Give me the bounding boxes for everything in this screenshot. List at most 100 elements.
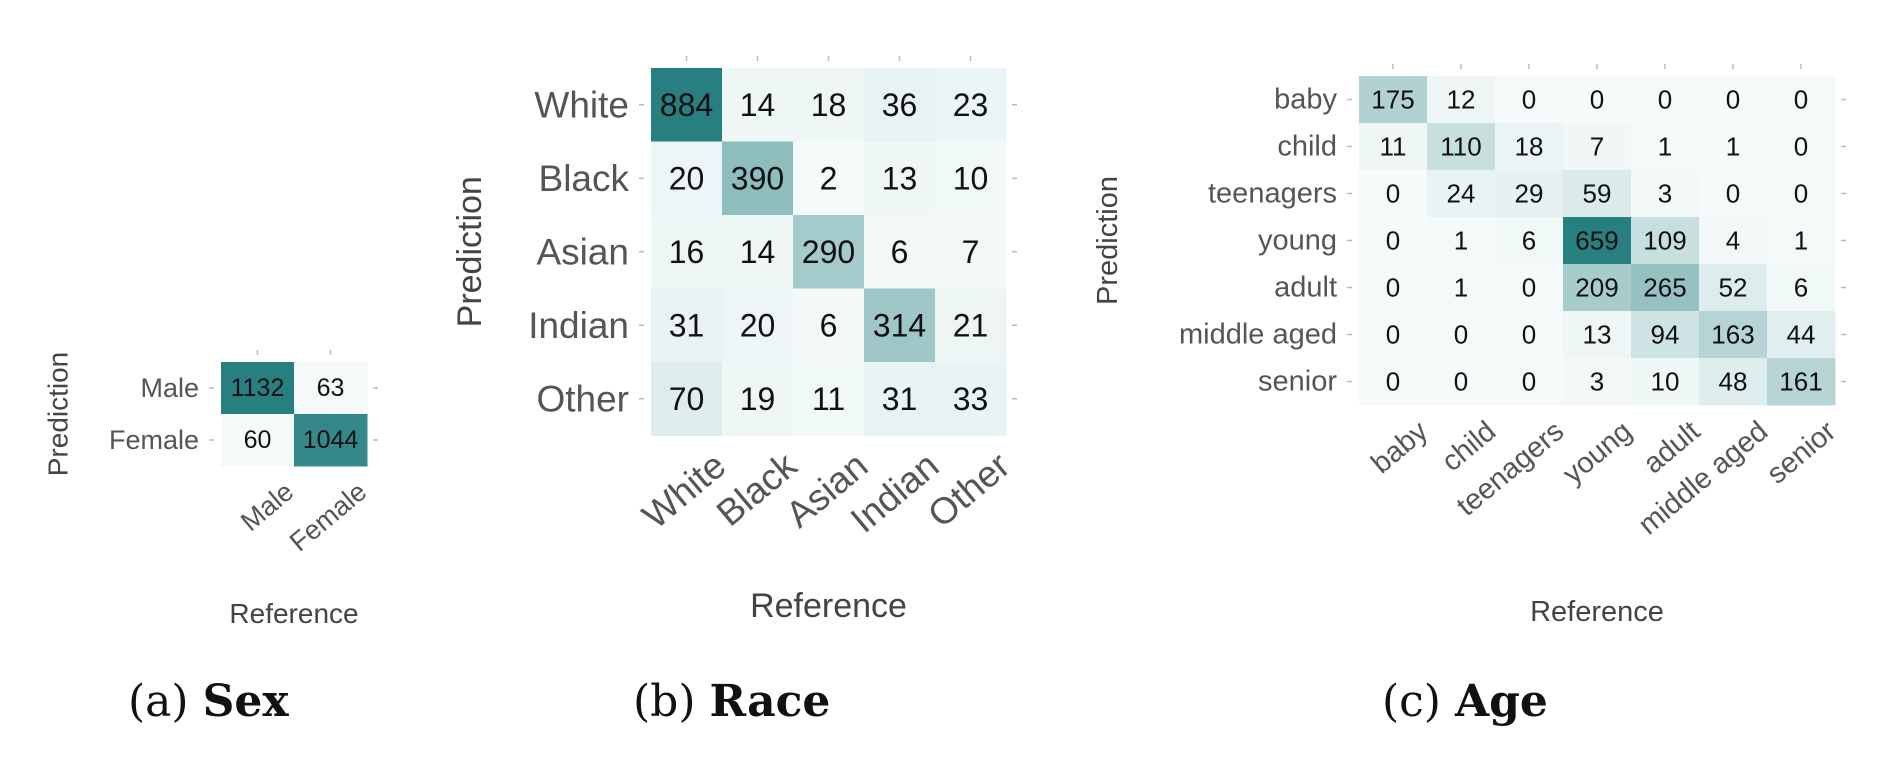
sex-row-label: Female — [109, 425, 199, 455]
race-cell — [722, 141, 794, 216]
race-cell-value: 10 — [953, 160, 989, 196]
age-cell-value: 209 — [1575, 273, 1618, 303]
race-cell — [651, 362, 723, 436]
sex-cell-value: 1132 — [231, 374, 285, 402]
race-cell-value: 7 — [962, 234, 980, 270]
race-cell — [722, 362, 794, 436]
age-cell — [1699, 358, 1768, 406]
age-cell — [1767, 358, 1836, 406]
age-cell — [1359, 217, 1428, 265]
race-cell — [793, 215, 865, 289]
age-col-label: senior — [1761, 415, 1842, 491]
age-cell-value: 0 — [1522, 367, 1536, 397]
age-cell-value: 0 — [1386, 320, 1400, 350]
sex-cell-value: 1044 — [303, 426, 359, 454]
race-cell-value: 20 — [740, 307, 776, 343]
age-cell — [1767, 170, 1836, 218]
race-cell — [793, 141, 865, 216]
age-row-label: baby — [1274, 84, 1337, 116]
age-cell-value: 0 — [1726, 179, 1740, 209]
race-cell — [864, 215, 936, 289]
race-cell-value: 390 — [731, 160, 784, 196]
age-cell-value: 0 — [1522, 85, 1536, 115]
age-cell-value: 4 — [1726, 226, 1740, 256]
age-cell-value: 24 — [1447, 179, 1476, 209]
race-cell — [864, 288, 936, 363]
sex-ylabel: Prediction — [43, 352, 74, 477]
race-cell-value: 31 — [882, 381, 918, 417]
race-cell — [935, 215, 1007, 289]
age-cell — [1427, 264, 1496, 312]
age-cell — [1563, 76, 1632, 124]
sex-cell — [294, 414, 368, 467]
age-row-label: adult — [1274, 272, 1337, 304]
age-cell-value: 10 — [1651, 367, 1680, 397]
race-cell-value: 70 — [669, 381, 705, 417]
race-cell-value: 33 — [953, 381, 989, 417]
caption-race-letter: (b) — [633, 676, 696, 727]
race-cell — [864, 362, 936, 436]
race-cell — [864, 141, 936, 216]
age-cell — [1427, 123, 1496, 171]
age-cell-value: 0 — [1794, 85, 1808, 115]
age-cell — [1495, 170, 1564, 218]
age-cell-value: 0 — [1454, 320, 1468, 350]
age-cell-value: 12 — [1447, 85, 1476, 115]
age-cell-value: 6 — [1794, 273, 1808, 303]
caption-race-name: Race — [709, 676, 831, 727]
race-cell — [793, 362, 865, 436]
race-cell-value: 18 — [811, 87, 847, 123]
sex-cell-value: 63 — [317, 374, 345, 402]
caption-age-letter: (c) — [1382, 676, 1441, 727]
sex-cell — [221, 362, 295, 415]
caption-age-name: Age — [1454, 676, 1548, 727]
age-col-label: middle aged — [1633, 415, 1775, 541]
race-cell-value: 31 — [669, 307, 705, 343]
age-col-label: baby — [1365, 415, 1434, 480]
race-row-label: Indian — [528, 305, 629, 346]
sex-cell — [221, 414, 295, 467]
race-cell — [651, 68, 723, 142]
age-cell — [1631, 311, 1700, 359]
age-cell — [1563, 217, 1632, 265]
age-cell — [1631, 123, 1700, 171]
age-cell — [1427, 217, 1496, 265]
age-cell — [1563, 170, 1632, 218]
race-cell-value: 23 — [953, 87, 989, 123]
age-cell — [1631, 217, 1700, 265]
age-cell-value: 175 — [1371, 85, 1414, 115]
age-cell-value: 0 — [1522, 273, 1536, 303]
age-cell-value: 52 — [1719, 273, 1748, 303]
race-cell-value: 36 — [882, 87, 918, 123]
age-cell — [1699, 123, 1768, 171]
sex-xlabel: Reference — [229, 598, 358, 629]
age-row-label: teenagers — [1208, 178, 1337, 210]
age-cell — [1767, 264, 1836, 312]
age-cell — [1427, 311, 1496, 359]
age-cell — [1767, 311, 1836, 359]
age-cell — [1495, 123, 1564, 171]
race-cell-value: 2 — [820, 160, 838, 196]
age-cell — [1359, 123, 1428, 171]
age-cell — [1495, 311, 1564, 359]
race-cell — [935, 141, 1007, 216]
age-cell — [1563, 358, 1632, 406]
age-cell — [1427, 358, 1496, 406]
age-cell — [1563, 123, 1632, 171]
age-cell-value: 0 — [1590, 85, 1604, 115]
age-cell — [1427, 170, 1496, 218]
caption-sex-letter: (a) — [128, 676, 189, 727]
age-cell-value: 44 — [1787, 320, 1816, 350]
race-row-label: Other — [536, 378, 629, 419]
age-cell — [1359, 311, 1428, 359]
age-cell-value: 109 — [1643, 226, 1686, 256]
age-col-label: young — [1557, 415, 1638, 490]
age-cell-value: 0 — [1386, 273, 1400, 303]
age-cell-value: 0 — [1726, 85, 1740, 115]
race-cell-value: 11 — [812, 381, 845, 417]
race-row-label: Asian — [536, 231, 629, 272]
age-cell — [1427, 76, 1496, 124]
age-row-label: young — [1258, 225, 1337, 257]
age-cell — [1699, 264, 1768, 312]
